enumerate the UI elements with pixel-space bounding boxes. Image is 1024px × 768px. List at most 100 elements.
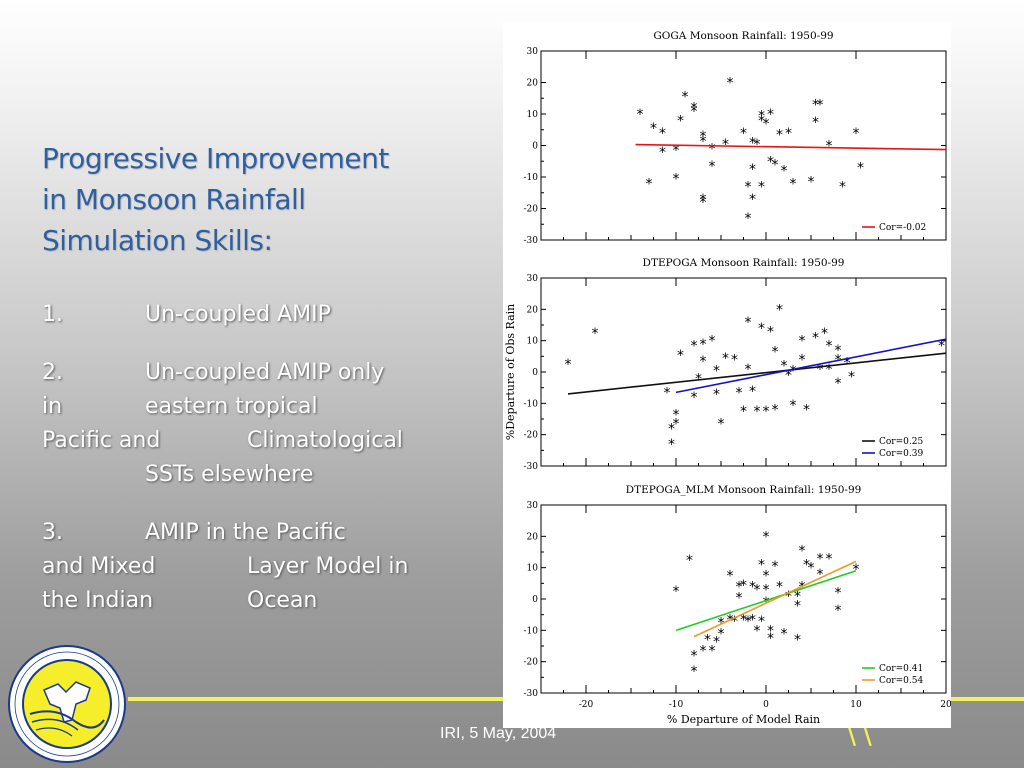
regression-line xyxy=(693,560,857,638)
data-point: * xyxy=(799,579,806,595)
data-point: * xyxy=(745,211,752,227)
data-point: * xyxy=(713,634,720,650)
data-point: * xyxy=(821,326,828,342)
data-point: * xyxy=(673,143,680,159)
y-tick-label: 20 xyxy=(527,79,539,89)
data-point: * xyxy=(767,623,774,639)
data-point: * xyxy=(740,404,747,420)
item-text: Un-coupled AMIP xyxy=(145,302,331,327)
item-text: SSTs elsewhere xyxy=(145,462,314,487)
data-point: * xyxy=(758,321,765,337)
data-point: * xyxy=(700,192,707,208)
data-point: * xyxy=(646,176,653,192)
data-point: * xyxy=(763,569,770,585)
data-point: * xyxy=(785,126,792,142)
data-point: * xyxy=(709,142,716,158)
data-point: * xyxy=(808,561,815,577)
chart-title: DTEPOGA Monsoon Rainfall: 1950-99 xyxy=(643,257,845,269)
data-point: * xyxy=(835,343,842,359)
y-tick-label: -30 xyxy=(524,462,539,472)
data-point: * xyxy=(812,98,819,114)
data-point: * xyxy=(781,359,788,375)
data-point: * xyxy=(740,612,747,628)
data-point: * xyxy=(803,403,810,419)
regression-line xyxy=(675,338,947,394)
data-point: * xyxy=(785,368,792,384)
data-point: * xyxy=(700,195,707,211)
data-point: * xyxy=(673,584,680,600)
item-text: eastern tropical xyxy=(145,394,318,419)
data-point: * xyxy=(740,578,747,594)
data-point: * xyxy=(700,354,707,370)
x-tick-label: -20 xyxy=(579,700,594,710)
legend-label: Cor=0.54 xyxy=(879,676,923,686)
data-point: * xyxy=(745,614,752,630)
data-point: * xyxy=(691,338,698,354)
data-point: * xyxy=(736,590,743,606)
data-point: * xyxy=(799,334,806,350)
data-point: * xyxy=(803,558,810,574)
item-number: 2. xyxy=(42,360,63,385)
y-tick-label: 30 xyxy=(527,47,539,57)
item-text: Layer Model in xyxy=(247,554,409,579)
data-point: * xyxy=(835,376,842,392)
regression-line xyxy=(635,143,947,151)
decorative-marks: \ \ xyxy=(848,725,872,750)
data-point: * xyxy=(817,98,824,114)
legend-label: Cor=0.39 xyxy=(879,449,923,459)
plot-frame xyxy=(540,50,947,241)
title-line: in Monsoon Rainfall xyxy=(42,183,306,216)
data-point: * xyxy=(776,579,783,595)
data-point: * xyxy=(722,351,729,367)
data-point: * xyxy=(772,559,779,575)
data-point: * xyxy=(668,437,675,453)
legend-label: Cor=0.25 xyxy=(879,437,923,447)
data-point: * xyxy=(776,302,783,318)
data-point: * xyxy=(749,612,756,628)
data-point: * xyxy=(763,529,770,545)
y-axis-label: %Departure of Obs Rain xyxy=(504,304,517,441)
data-point: * xyxy=(709,644,716,660)
data-point: * xyxy=(745,362,752,378)
data-point: * xyxy=(565,357,572,373)
data-point: * xyxy=(826,338,833,354)
item-number: 1. xyxy=(42,302,63,327)
data-point: * xyxy=(799,543,806,559)
data-point: * xyxy=(740,126,747,142)
list-item-3: 3. AMIP in the Pacific and Mixed Layer M… xyxy=(42,516,462,618)
item-text: Climatological xyxy=(247,428,403,453)
y-tick-label: 10 xyxy=(527,110,539,120)
chart-title: GOGA Monsoon Rainfall: 1950-99 xyxy=(653,30,833,42)
data-point: * xyxy=(857,161,864,177)
x-axis-label: % Departure of Model Rain xyxy=(667,713,820,726)
y-tick-label: 10 xyxy=(527,564,539,574)
data-point: * xyxy=(835,586,842,602)
data-point: * xyxy=(682,90,689,106)
data-point: * xyxy=(817,567,824,583)
data-point: * xyxy=(817,551,824,567)
data-point: * xyxy=(781,626,788,642)
y-tick-label: 10 xyxy=(527,337,539,347)
item-text: in xyxy=(42,394,63,419)
chart-title: DTEPOGA_MLM Monsoon Rainfall: 1950-99 xyxy=(626,484,862,496)
y-tick-label: 0 xyxy=(532,368,538,378)
data-point: * xyxy=(745,315,752,331)
data-point: * xyxy=(767,107,774,123)
data-point: * xyxy=(709,159,716,175)
data-point: * xyxy=(767,324,774,340)
data-point: * xyxy=(812,115,819,131)
data-point: * xyxy=(713,387,720,403)
institute-logo xyxy=(8,645,126,763)
data-point: * xyxy=(785,589,792,605)
y-tick-label: 20 xyxy=(527,305,539,315)
data-point: * xyxy=(754,137,761,153)
y-tick-label: 30 xyxy=(527,501,539,511)
data-point: * xyxy=(718,626,725,642)
data-point: * xyxy=(794,598,801,614)
y-tick-label: -10 xyxy=(524,399,539,409)
item-text: Un-coupled AMIP only xyxy=(145,360,385,385)
scatter-charts: GOGA Monsoon Rainfall: 1950-99 30 20 10 0 -10… xyxy=(504,30,951,726)
y-tick-label: 0 xyxy=(532,142,538,152)
footer-text: IRI, 5 May, 2004 xyxy=(440,725,557,742)
y-tick-label: 0 xyxy=(532,595,538,605)
